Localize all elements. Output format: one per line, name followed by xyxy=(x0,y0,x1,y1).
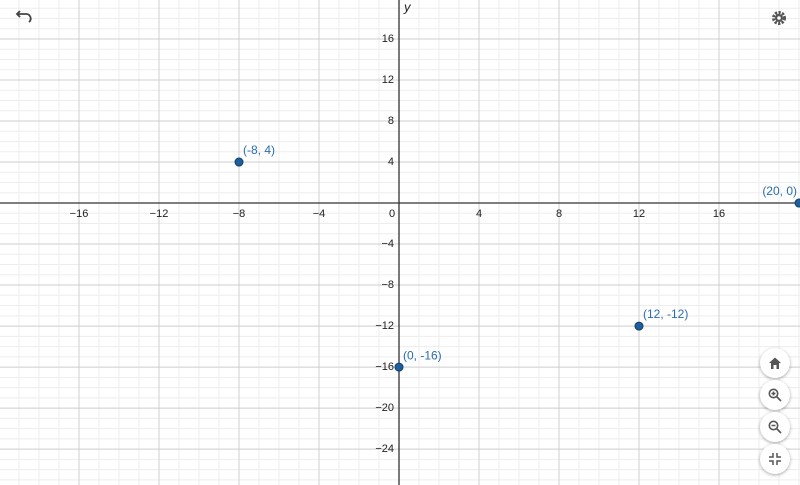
y-tick-label: 4 xyxy=(388,156,394,168)
point xyxy=(234,157,244,167)
y-tick-label: 8 xyxy=(388,115,394,127)
zoom-in-icon xyxy=(768,388,782,402)
home-icon xyxy=(769,357,781,369)
point xyxy=(634,321,644,331)
settings-icon xyxy=(772,11,786,25)
x-tick-label: −4 xyxy=(313,208,326,220)
x-tick-label: −12 xyxy=(150,208,169,220)
point xyxy=(394,362,404,372)
y-tick-label: −20 xyxy=(375,402,394,414)
settings-button[interactable] xyxy=(767,6,791,30)
zoom-out-icon xyxy=(768,420,782,434)
x-tick-label: 16 xyxy=(713,208,725,220)
x-tick-label: −16 xyxy=(70,208,89,220)
y-tick-label: −8 xyxy=(381,279,394,291)
point-label: (20, 0) xyxy=(762,184,797,198)
x-tick-label: 0 xyxy=(389,208,395,220)
x-tick-label: 12 xyxy=(633,208,645,220)
x-tick-label: 4 xyxy=(476,208,482,220)
zoom-out-button[interactable] xyxy=(760,412,790,442)
x-tick-label: 8 xyxy=(556,208,562,220)
home-button[interactable] xyxy=(760,348,790,378)
point xyxy=(794,198,800,208)
x-tick-label: −8 xyxy=(233,208,246,220)
point-label: (0, -16) xyxy=(403,348,442,362)
undo-button[interactable] xyxy=(12,4,36,28)
fit-button[interactable] xyxy=(760,444,790,474)
zoom-in-button[interactable] xyxy=(760,380,790,410)
y-axis-label: y xyxy=(403,0,412,14)
y-tick-label: −24 xyxy=(375,443,394,455)
undo-icon xyxy=(15,10,32,23)
y-tick-label: −4 xyxy=(381,238,394,250)
y-tick-label: −12 xyxy=(375,320,394,332)
y-tick-label: 12 xyxy=(382,74,394,86)
fit-icon xyxy=(769,453,781,465)
point-label: (-8, 4) xyxy=(243,143,275,157)
point-label: (12, -12) xyxy=(643,307,688,321)
y-tick-label: −16 xyxy=(375,361,394,373)
y-tick-label: 16 xyxy=(382,33,394,45)
